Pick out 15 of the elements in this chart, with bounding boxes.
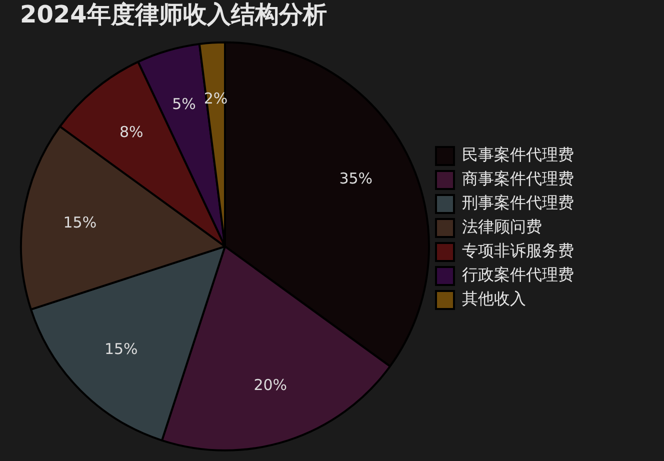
legend-label: 其他收入 <box>462 289 526 308</box>
legend-label: 刑事案件代理费 <box>462 193 574 212</box>
legend-label: 行政案件代理费 <box>462 265 574 284</box>
legend-label: 民事案件代理费 <box>462 145 574 164</box>
data-label: 2% <box>204 90 228 108</box>
data-label: 35% <box>339 170 373 188</box>
data-label: 15% <box>104 340 138 358</box>
data-label: 15% <box>63 213 97 232</box>
legend-label: 法律顾问费 <box>462 217 542 236</box>
data-label: 20% <box>254 376 288 394</box>
chart-title: 2024年度律师收入结构分析 <box>20 0 327 29</box>
legend-label: 商事案件代理费 <box>462 169 574 188</box>
data-label: 8% <box>119 123 144 142</box>
data-label: 5% <box>172 95 196 114</box>
legend-label: 专项非诉服务费 <box>462 241 574 260</box>
